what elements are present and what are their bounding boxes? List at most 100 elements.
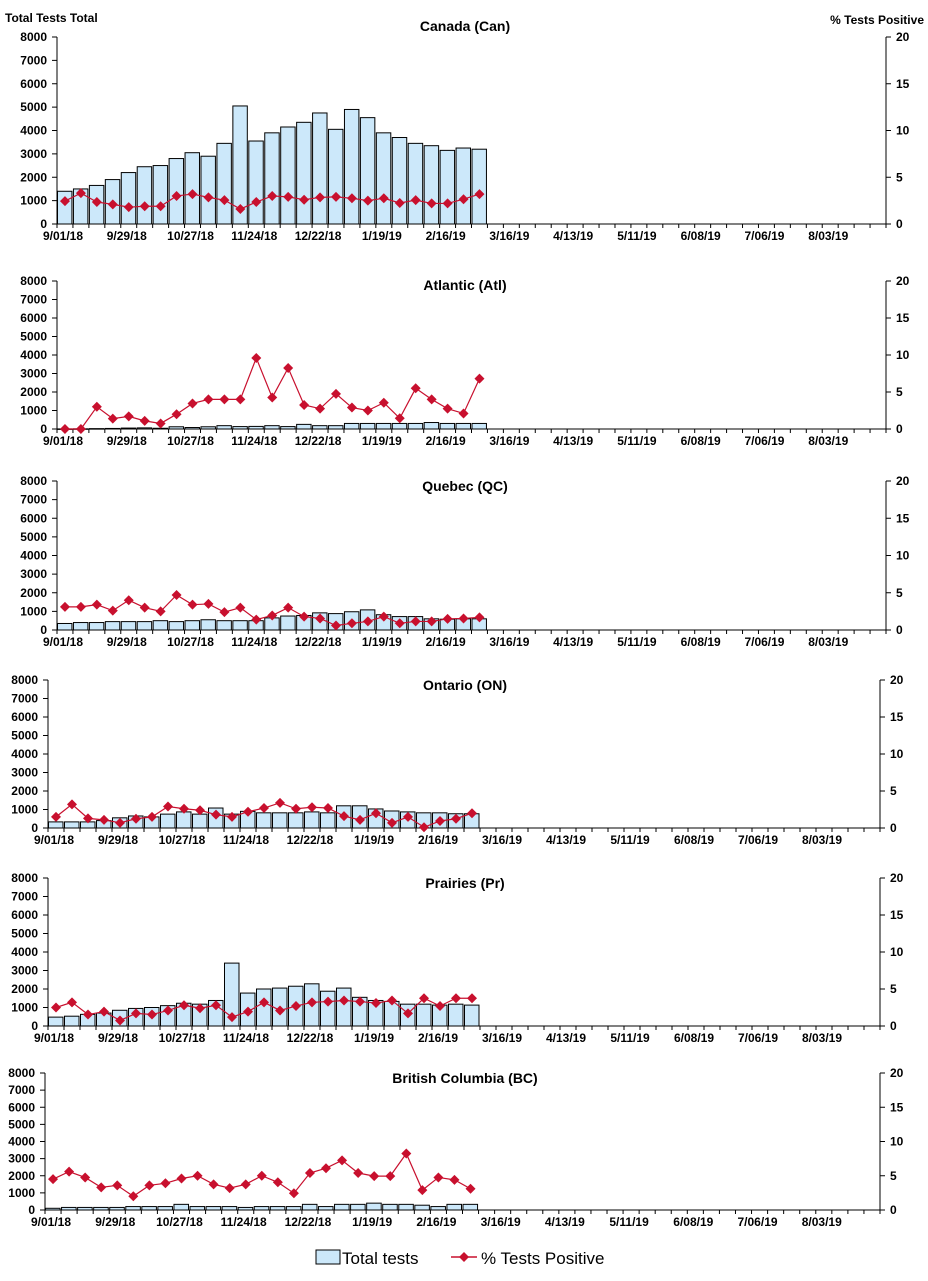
bar	[375, 422, 392, 430]
pct-positive-point	[147, 1009, 157, 1020]
y-right-tick-label: 20	[890, 871, 904, 885]
pct-positive-point	[474, 189, 485, 200]
pct-positive-point	[426, 616, 437, 627]
bar	[269, 1206, 286, 1211]
pct-positive-point	[75, 424, 86, 434]
y-left-tick-label: 0	[40, 623, 47, 637]
bar	[398, 1203, 414, 1211]
x-tick-label: 7/06/19	[744, 229, 784, 243]
pct-positive-point	[179, 803, 189, 814]
pct-positive-point	[307, 802, 317, 813]
x-tick-label: 5/11/19	[610, 833, 650, 847]
pct-positive-point	[59, 424, 70, 434]
pct-positive-point	[339, 811, 349, 822]
pct-positive-point	[304, 1168, 315, 1179]
y-right-tick-label: 10	[896, 348, 910, 362]
x-tick-label: 8/03/19	[808, 229, 848, 243]
bar	[296, 423, 312, 430]
pct-positive-point	[378, 397, 389, 408]
pct-positive-point	[192, 1170, 203, 1181]
bar	[88, 622, 105, 631]
bar	[423, 422, 440, 430]
pct-positive-point	[59, 601, 70, 612]
pct-positive-point	[410, 195, 421, 206]
x-tick-label: 9/01/18	[34, 833, 74, 847]
pct-positive-point	[465, 1183, 476, 1194]
pct-positive-point	[51, 811, 61, 822]
y-right-tick-label: 5	[890, 1169, 897, 1183]
y-right-tick-label: 15	[896, 511, 910, 525]
x-tick-label: 12/22/18	[285, 1215, 332, 1229]
legend-diamond-icon	[459, 1252, 469, 1262]
pct-positive-point	[187, 398, 198, 409]
pct-positive-point	[267, 392, 278, 403]
x-tick-label: 10/27/18	[159, 833, 206, 847]
bar	[184, 620, 200, 631]
x-tick-label: 4/13/19	[553, 229, 593, 243]
pct-positive-point	[362, 616, 373, 627]
pct-positive-point	[155, 201, 166, 212]
pct-positive-point	[299, 194, 310, 205]
bar	[448, 1003, 464, 1027]
bar	[359, 422, 376, 430]
pct-positive-point	[435, 1001, 445, 1012]
pct-positive-point	[474, 612, 485, 623]
legend-line-label: % Tests Positive	[481, 1249, 604, 1268]
x-tick-label: 2/16/19	[418, 833, 458, 847]
pct-positive-point	[346, 193, 357, 204]
pct-positive-point	[417, 1185, 428, 1196]
x-tick-label: 4/13/19	[545, 1215, 585, 1229]
y-left-tick-label: 3000	[11, 766, 38, 780]
pct-positive-point	[272, 1177, 283, 1188]
x-tick-label: 8/03/19	[802, 1031, 842, 1045]
x-tick-label: 5/11/19	[617, 434, 657, 448]
pct-positive-point	[99, 1006, 109, 1017]
legend: Total tests % Tests Positive	[315, 1249, 604, 1268]
x-tick-label: 3/16/19	[489, 635, 529, 649]
x-tick-label: 9/29/18	[107, 635, 147, 649]
pct-positive-point	[240, 1179, 251, 1190]
y-left-tick-label: 4000	[20, 124, 47, 138]
x-tick-label: 5/11/19	[609, 1215, 649, 1229]
pct-positive-point	[219, 394, 230, 405]
y-right-tick-label: 15	[896, 311, 910, 325]
y-right-tick-label: 0	[890, 1019, 897, 1033]
pct-positive-point	[243, 1006, 253, 1017]
panel-title: Atlantic (Atl)	[423, 277, 506, 293]
x-tick-label: 6/08/19	[674, 833, 714, 847]
y-left-tick-label: 2000	[20, 170, 47, 184]
pct-positive-point	[419, 822, 429, 833]
y-left-tick-label: 8000	[11, 871, 38, 885]
y-left-tick-label: 7000	[11, 692, 38, 706]
pct-positive-point	[131, 813, 141, 824]
x-tick-label: 9/01/18	[43, 635, 83, 649]
pct-positive-point	[59, 196, 70, 207]
bar	[168, 621, 185, 631]
bar	[455, 147, 471, 225]
pct-positive-point	[179, 1000, 189, 1011]
pct-positive-point	[467, 993, 477, 1004]
y-left-tick-label: 4000	[8, 1135, 35, 1149]
x-tick-label: 7/06/19	[738, 1215, 778, 1229]
pct-positive-point	[267, 190, 278, 201]
x-tick-label: 3/16/19	[481, 1215, 521, 1229]
panel-1: Canada (Can) 0 1000 2000 3000 4000 5000 6000 700…	[20, 18, 909, 243]
y-left-tick-label: 3000	[11, 964, 38, 978]
bar	[416, 1003, 432, 1027]
pct-positive-point	[187, 189, 198, 200]
pct-positive-point	[128, 1191, 139, 1202]
bar	[200, 155, 216, 225]
pct-positive-point	[67, 997, 77, 1008]
x-tick-label: 1/19/19	[362, 434, 402, 448]
x-tick-label: 9/29/18	[98, 1031, 138, 1045]
bar	[328, 128, 344, 225]
pct-positive-point	[203, 394, 214, 405]
pct-positive-point	[176, 1173, 187, 1184]
y-left-tick-label: 1000	[8, 1186, 35, 1200]
pct-positive-point	[267, 610, 278, 621]
bar	[253, 1206, 270, 1211]
x-tick-label: 7/06/19	[738, 1031, 778, 1045]
bar	[285, 1206, 302, 1211]
y-right-tick-label: 20	[890, 673, 904, 687]
pct-positive-point	[467, 808, 477, 819]
